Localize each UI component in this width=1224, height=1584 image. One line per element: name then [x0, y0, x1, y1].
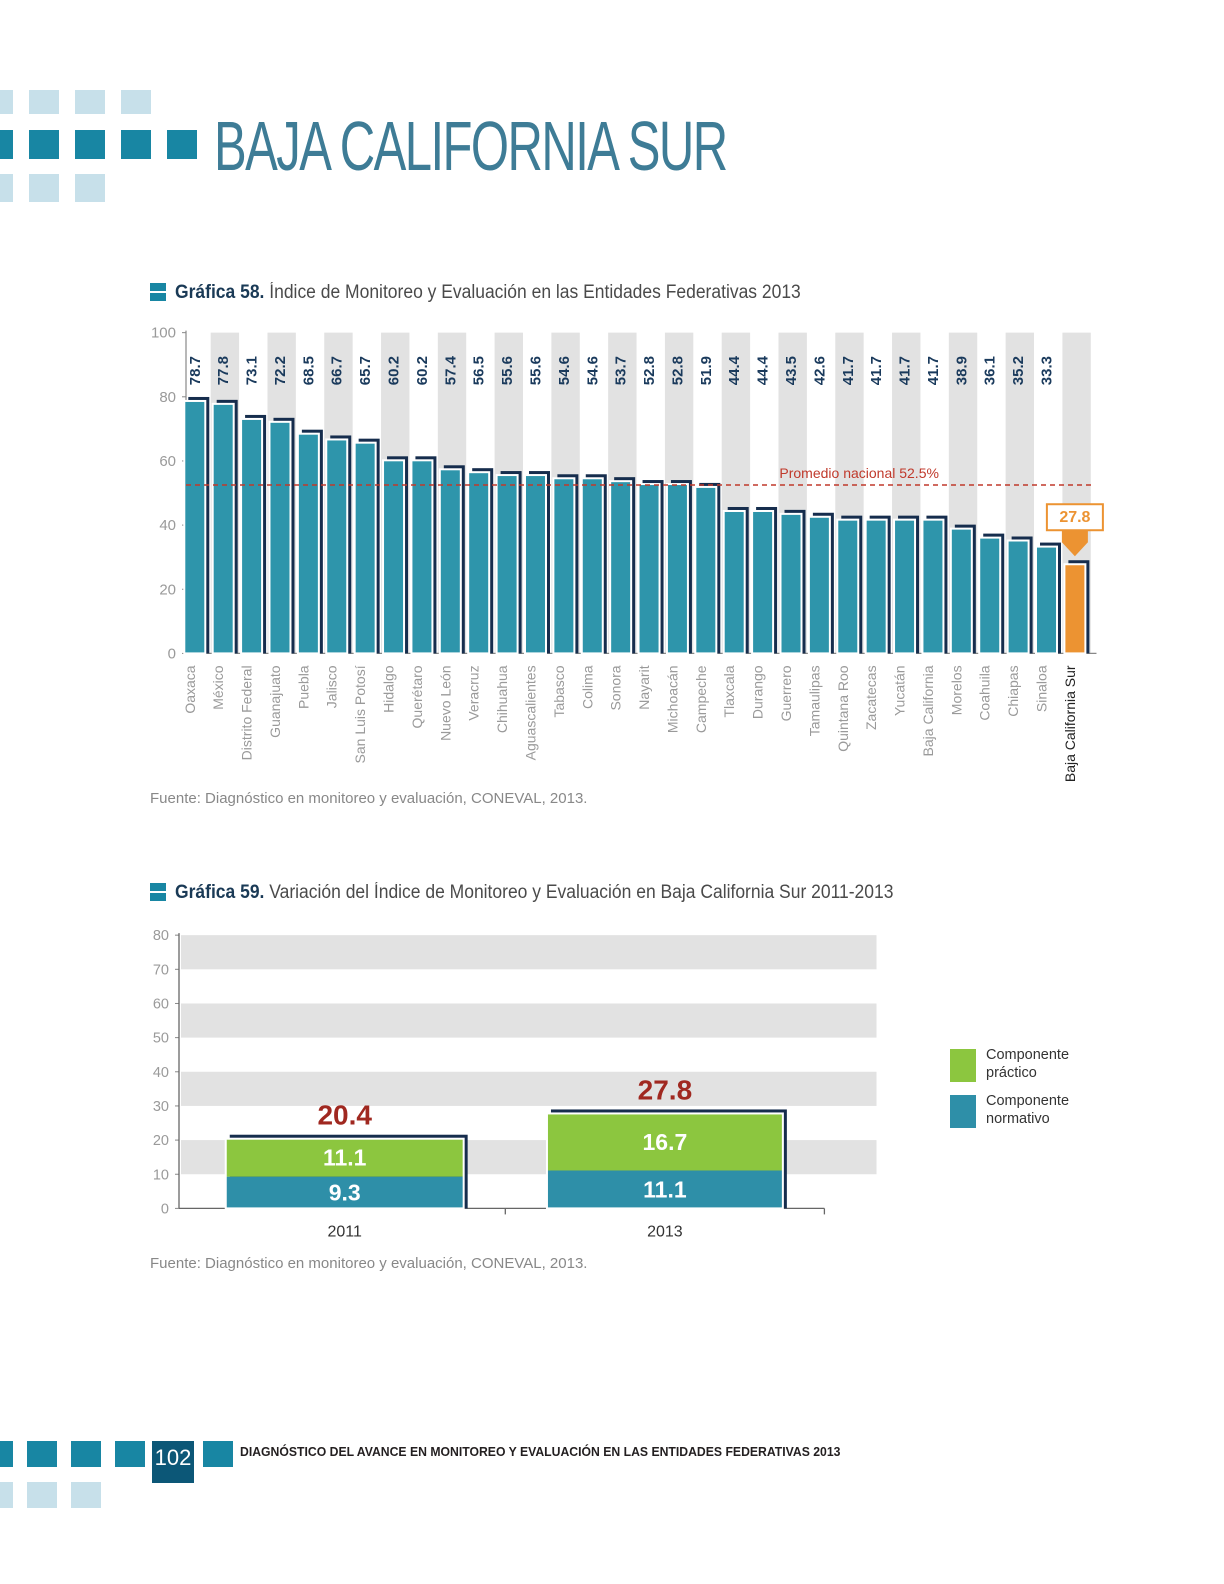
- svg-text:Oaxaca: Oaxaca: [182, 665, 198, 713]
- svg-text:55.6: 55.6: [527, 356, 544, 385]
- svg-text:80: 80: [153, 928, 169, 944]
- svg-text:102: 102: [155, 1445, 192, 1470]
- svg-text:27.8: 27.8: [638, 1074, 693, 1105]
- svg-text:Promedio nacional 52.5%: Promedio nacional 52.5%: [779, 465, 939, 481]
- svg-text:Nayarit: Nayarit: [636, 665, 652, 709]
- svg-text:50: 50: [153, 1031, 169, 1047]
- svg-text:0: 0: [168, 645, 176, 662]
- svg-text:11.1: 11.1: [323, 1145, 367, 1171]
- svg-text:40: 40: [159, 517, 176, 534]
- svg-text:Durango: Durango: [750, 665, 766, 719]
- svg-text:80: 80: [159, 389, 176, 406]
- svg-text:Baja California: Baja California: [920, 665, 936, 756]
- svg-text:52.8: 52.8: [669, 356, 686, 385]
- svg-text:Hidalgo: Hidalgo: [381, 665, 397, 713]
- svg-text:Tlaxcala: Tlaxcala: [721, 665, 737, 717]
- svg-text:Quintana Roo: Quintana Roo: [835, 665, 851, 752]
- svg-text:Distrito Federal: Distrito Federal: [239, 665, 255, 760]
- svg-text:41.7: 41.7: [868, 356, 885, 385]
- svg-text:78.7: 78.7: [187, 356, 204, 385]
- svg-text:Guerrero: Guerrero: [778, 665, 794, 721]
- svg-text:70: 70: [153, 962, 169, 978]
- svg-text:Chihuahua: Chihuahua: [494, 665, 510, 733]
- svg-text:Colima: Colima: [579, 665, 595, 709]
- svg-text:60: 60: [153, 996, 169, 1012]
- svg-text:36.1: 36.1: [982, 356, 999, 385]
- svg-text:San Luis Potosí: San Luis Potosí: [352, 665, 368, 763]
- svg-text:54.6: 54.6: [584, 356, 601, 385]
- svg-text:Sinaloa: Sinaloa: [1034, 665, 1050, 712]
- svg-text:44.4: 44.4: [726, 355, 743, 385]
- svg-text:Coahuila: Coahuila: [977, 665, 993, 720]
- svg-text:16.7: 16.7: [643, 1129, 688, 1155]
- svg-text:73.1: 73.1: [244, 356, 261, 385]
- svg-text:43.5: 43.5: [783, 356, 800, 385]
- svg-text:41.7: 41.7: [840, 356, 857, 385]
- svg-text:66.7: 66.7: [329, 356, 346, 385]
- svg-text:Chiapas: Chiapas: [1005, 665, 1021, 716]
- svg-text:68.5: 68.5: [300, 356, 317, 385]
- svg-text:55.6: 55.6: [499, 356, 516, 385]
- svg-text:10: 10: [153, 1167, 169, 1183]
- svg-text:20: 20: [159, 581, 176, 598]
- svg-text:72.2: 72.2: [272, 356, 289, 385]
- svg-text:Jalisco: Jalisco: [324, 665, 340, 708]
- svg-text:40: 40: [153, 1065, 169, 1081]
- svg-text:Puebla: Puebla: [295, 665, 311, 709]
- svg-text:Campeche: Campeche: [693, 665, 709, 733]
- svg-text:Yucatán: Yucatán: [892, 665, 908, 716]
- svg-text:Tabasco: Tabasco: [551, 665, 567, 717]
- svg-text:57.4: 57.4: [442, 355, 459, 385]
- svg-text:60.2: 60.2: [386, 356, 403, 385]
- svg-text:Michoacán: Michoacán: [664, 665, 680, 733]
- svg-text:20: 20: [153, 1133, 169, 1149]
- svg-text:20.4: 20.4: [317, 1100, 372, 1131]
- svg-text:51.9: 51.9: [698, 356, 715, 385]
- svg-text:2013: 2013: [647, 1223, 683, 1240]
- svg-text:38.9: 38.9: [953, 356, 970, 385]
- svg-text:Aguascalientes: Aguascalientes: [522, 665, 538, 760]
- svg-text:0: 0: [161, 1201, 169, 1217]
- svg-text:11.1: 11.1: [643, 1176, 687, 1202]
- svg-text:México: México: [210, 665, 226, 710]
- svg-text:56.5: 56.5: [471, 356, 488, 385]
- svg-text:41.7: 41.7: [925, 356, 942, 385]
- svg-text:9.3: 9.3: [329, 1180, 361, 1206]
- svg-text:100: 100: [151, 325, 176, 342]
- svg-text:Veracruz: Veracruz: [466, 665, 482, 720]
- svg-text:60.2: 60.2: [414, 356, 431, 385]
- svg-text:42.6: 42.6: [811, 356, 828, 385]
- svg-text:33.3: 33.3: [1039, 356, 1056, 385]
- svg-text:Tamaulipas: Tamaulipas: [806, 665, 822, 736]
- svg-text:41.7: 41.7: [897, 356, 914, 385]
- svg-text:44.4: 44.4: [755, 355, 772, 385]
- svg-text:60: 60: [159, 453, 176, 470]
- svg-text:27.8: 27.8: [1059, 509, 1090, 526]
- svg-text:54.6: 54.6: [556, 356, 573, 385]
- svg-text:Baja California Sur: Baja California Sur: [1062, 665, 1078, 782]
- svg-text:53.7: 53.7: [613, 356, 630, 385]
- svg-text:65.7: 65.7: [357, 356, 374, 385]
- svg-text:30: 30: [153, 1099, 169, 1115]
- svg-text:2011: 2011: [328, 1223, 363, 1240]
- svg-text:Nuevo León: Nuevo León: [437, 665, 453, 741]
- svg-text:Guanajuato: Guanajuato: [267, 665, 283, 738]
- svg-text:77.8: 77.8: [215, 356, 232, 385]
- svg-text:Morelos: Morelos: [948, 665, 964, 715]
- svg-text:Zacatecas: Zacatecas: [863, 665, 879, 730]
- svg-text:Sonora: Sonora: [608, 665, 624, 710]
- svg-text:Querétaro: Querétaro: [409, 665, 425, 728]
- svg-text:35.2: 35.2: [1010, 356, 1027, 385]
- svg-text:52.8: 52.8: [641, 356, 658, 385]
